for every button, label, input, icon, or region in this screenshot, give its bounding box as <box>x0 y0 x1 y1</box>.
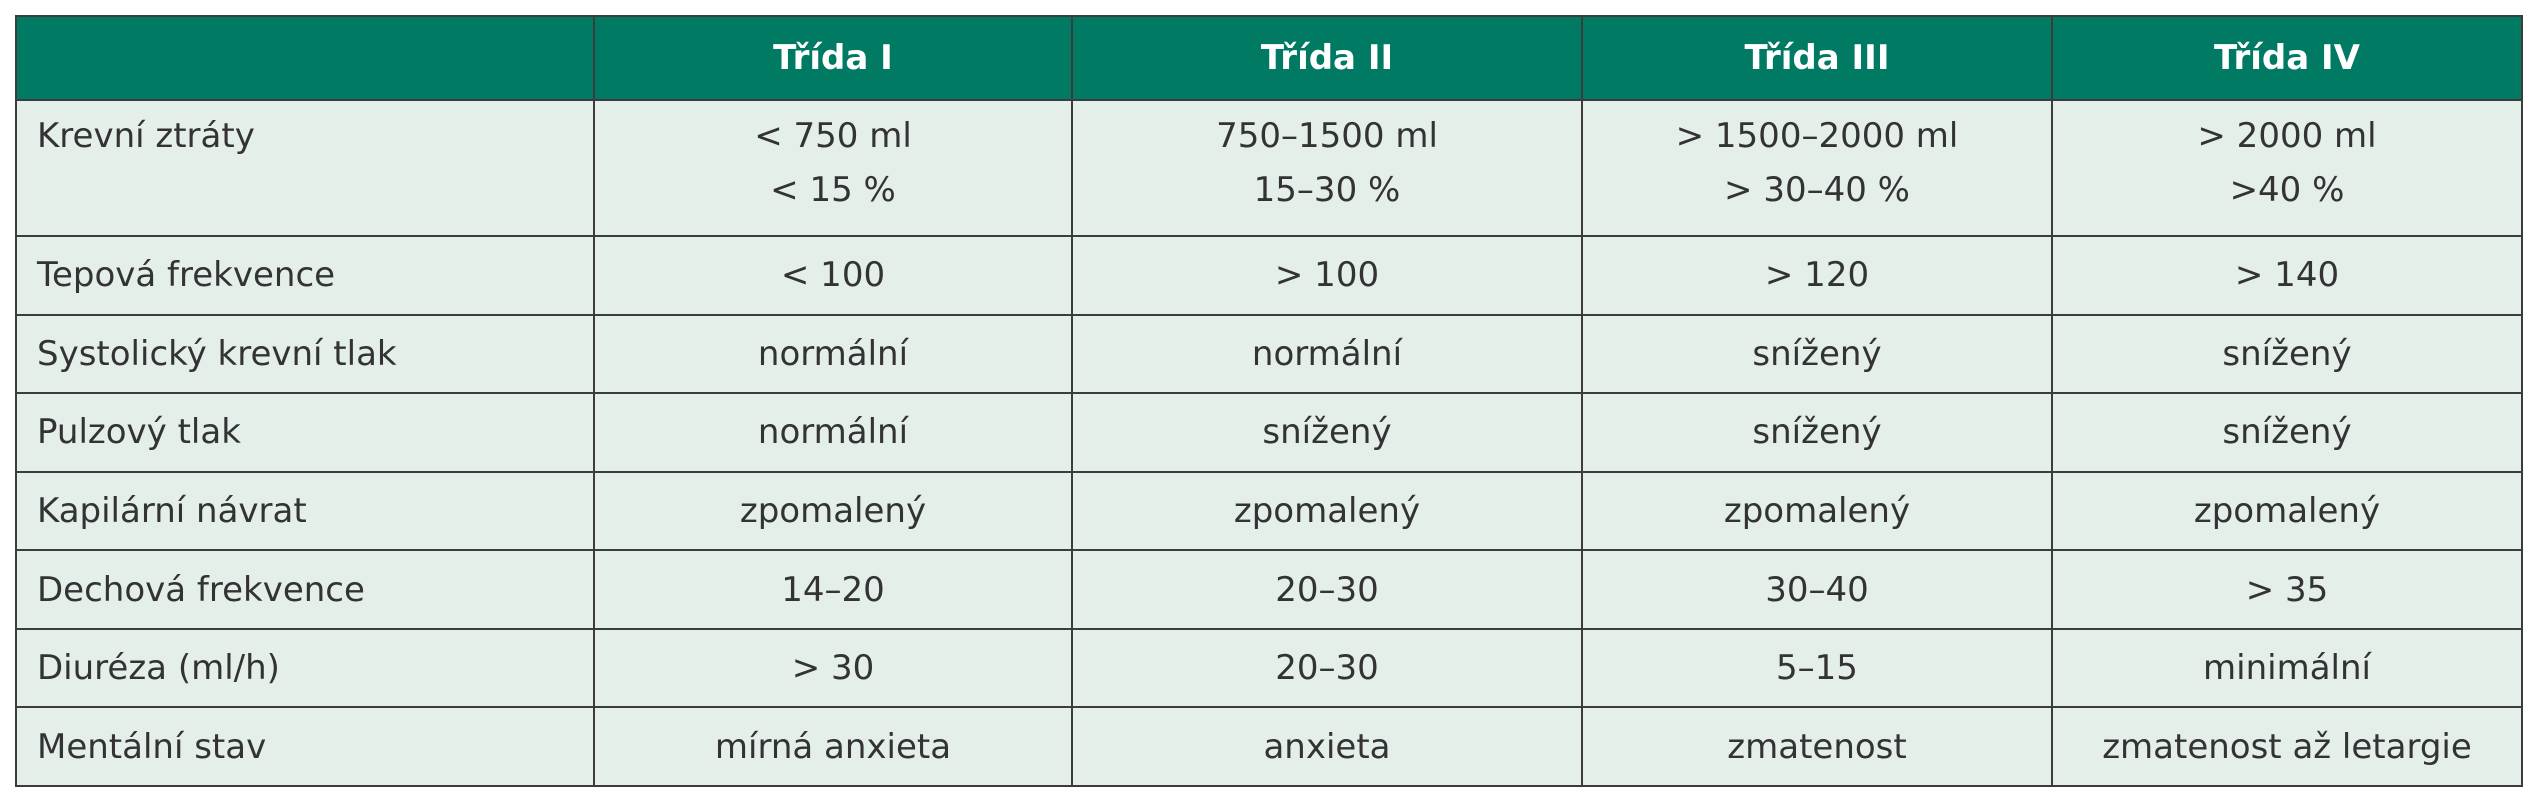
table-cell: 750–1500 ml 15–30 % <box>1071 99 1583 237</box>
column-header: Třída II <box>1071 15 1583 101</box>
table-cell: zpomalený <box>1581 470 2053 552</box>
table-cell: > 140 <box>2051 235 2523 316</box>
table-cell: 14–20 <box>593 549 1073 630</box>
cell-line: 15–30 % <box>1253 170 1401 210</box>
table-row: Tepová frekvence < 100 > 100 > 120 > 140 <box>15 235 2523 316</box>
table-row: Dechová frekvence 14–20 20–30 30–40 > 35 <box>15 549 2523 630</box>
table-cell: < 750 ml < 15 % <box>593 99 1073 237</box>
row-label: Diuréza (ml/h) <box>15 627 595 709</box>
table-cell: > 2000 ml >40 % <box>2051 99 2523 237</box>
table-cell: snížený <box>2051 313 2523 395</box>
cell-line: >40 % <box>2229 170 2345 210</box>
table-cell: zmatenost až letargie <box>2051 706 2523 787</box>
cell-line: < 750 ml <box>754 116 912 156</box>
table-cell: > 1500–2000 ml > 30–40 % <box>1581 99 2053 237</box>
table-cell: > 30 <box>593 627 1073 709</box>
table-cell: normální <box>593 392 1073 473</box>
row-label: Tepová frekvence <box>15 235 595 316</box>
table-row: Mentální stav mírná anxieta anxieta zmateno… <box>15 706 2523 787</box>
table-cell: 20–30 <box>1071 549 1583 630</box>
table-cell: zmatenost <box>1581 706 2053 787</box>
cell-line: > 1500–2000 ml <box>1675 116 1959 156</box>
row-label: Systolický krevní tlak <box>15 313 595 395</box>
header-corner <box>15 15 595 101</box>
table-cell: zpomalený <box>1071 470 1583 552</box>
table-row: Systolický krevní tlak normální normální sn… <box>15 313 2523 395</box>
table-cell: mírná anxieta <box>593 706 1073 787</box>
column-header: Třída I <box>593 15 1073 101</box>
header-row: Třída I Třída II Třída III Třída IV <box>15 15 2523 101</box>
table-row: Kapilární návrat zpomalený zpomalený zpomal… <box>15 470 2523 552</box>
table-cell: normální <box>1071 313 1583 395</box>
shock-table: Třída I Třída II Třída III Třída IV Krevní … <box>15 15 2523 787</box>
table-cell: 30–40 <box>1581 549 2053 630</box>
table-cell: 20–30 <box>1071 627 1583 709</box>
column-header: Třída IV <box>2051 15 2523 101</box>
table-cell: snížený <box>2051 392 2523 473</box>
table-cell: zpomalený <box>2051 470 2523 552</box>
row-label: Krevní ztráty <box>15 99 595 237</box>
table-cell: 5–15 <box>1581 627 2053 709</box>
cell-line: > 30–40 % <box>1724 170 1910 210</box>
table-cell: minimální <box>2051 627 2523 709</box>
table-cell: < 100 <box>593 235 1073 316</box>
table-cell: normální <box>593 313 1073 395</box>
table-body: Krevní ztráty < 750 ml < 15 % 750–1500 ml 15… <box>15 99 2523 787</box>
row-label: Mentální stav <box>15 706 595 787</box>
table-cell: > 35 <box>2051 549 2523 630</box>
cell-line: > 2000 ml <box>2197 116 2377 156</box>
table-cell: zpomalený <box>593 470 1073 552</box>
table-cell: anxieta <box>1071 706 1583 787</box>
row-label: Dechová frekvence <box>15 549 595 630</box>
table-cell: snížený <box>1071 392 1583 473</box>
table-row: Krevní ztráty < 750 ml < 15 % 750–1500 ml 15… <box>15 99 2523 237</box>
cell-line: < 15 % <box>770 170 896 210</box>
table-row: Pulzový tlak normální snížený snížený snížen… <box>15 392 2523 473</box>
row-label: Pulzový tlak <box>15 392 595 473</box>
table-cell: snížený <box>1581 392 2053 473</box>
table-cell: > 100 <box>1071 235 1583 316</box>
cell-line: 750–1500 ml <box>1216 116 1438 156</box>
table-cell: snížený <box>1581 313 2053 395</box>
row-label: Kapilární návrat <box>15 470 595 552</box>
column-header: Třída III <box>1581 15 2053 101</box>
table-row: Diuréza (ml/h) > 30 20–30 5–15 minimální <box>15 627 2523 709</box>
table-cell: > 120 <box>1581 235 2053 316</box>
